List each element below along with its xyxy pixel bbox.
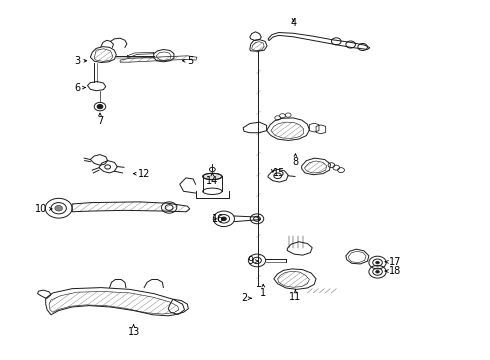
Circle shape — [376, 261, 379, 264]
Text: 7: 7 — [97, 117, 103, 126]
Circle shape — [55, 206, 63, 211]
Text: 4: 4 — [291, 18, 296, 28]
Circle shape — [221, 217, 226, 221]
Text: 17: 17 — [389, 257, 401, 267]
Text: 3: 3 — [74, 56, 81, 66]
Circle shape — [376, 270, 379, 273]
Text: 11: 11 — [289, 292, 301, 302]
Text: 10: 10 — [35, 204, 47, 214]
Text: 14: 14 — [206, 176, 219, 186]
Text: 5: 5 — [187, 56, 194, 66]
Text: 8: 8 — [293, 157, 298, 167]
Text: 6: 6 — [74, 82, 81, 93]
Ellipse shape — [203, 173, 222, 180]
Text: 13: 13 — [127, 328, 140, 337]
Text: 15: 15 — [273, 168, 285, 177]
Text: 1: 1 — [260, 288, 266, 298]
Circle shape — [97, 104, 103, 109]
Text: 9: 9 — [247, 256, 254, 266]
Text: 2: 2 — [241, 293, 247, 303]
Text: 16: 16 — [212, 214, 224, 224]
Text: 12: 12 — [138, 168, 151, 179]
Text: 18: 18 — [389, 266, 401, 276]
